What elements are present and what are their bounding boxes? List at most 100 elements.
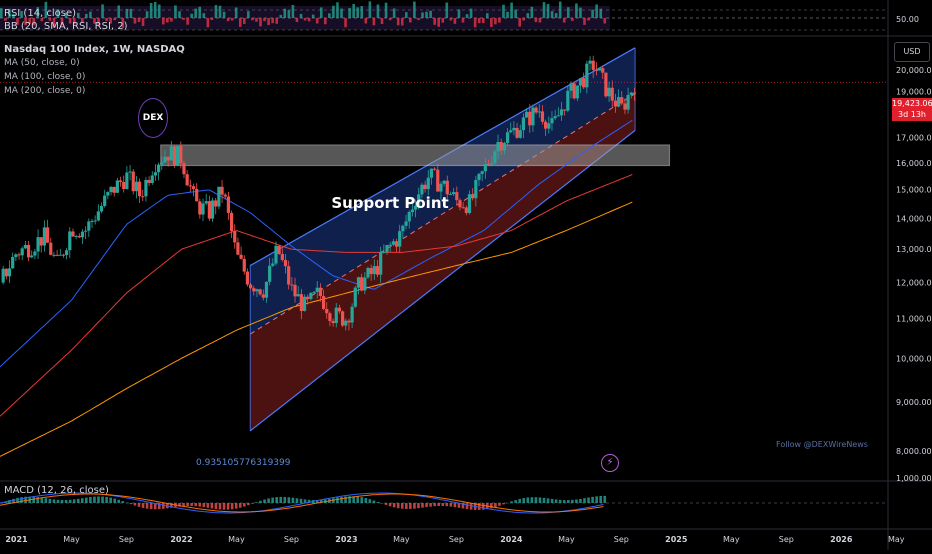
candle-body [563, 109, 567, 111]
candle-body [134, 181, 139, 192]
macd-hist-bar [481, 503, 485, 510]
candle-body [528, 111, 532, 126]
candle-body [49, 242, 53, 255]
candle-body [99, 206, 104, 212]
candle-body [509, 130, 513, 133]
candle-body [233, 231, 237, 243]
y-tick-label: 13,000.00 [896, 245, 932, 254]
macd-hist-bar [546, 498, 550, 503]
macd-hist-bar [303, 499, 307, 503]
candle-body [245, 271, 250, 285]
macd-hist-bar [97, 496, 100, 503]
rsi-bar [567, 7, 570, 18]
rsi-bar [226, 18, 230, 22]
ma50-legend[interactable]: MA (50, close, 0) [4, 58, 80, 68]
rsi-bar [251, 18, 254, 21]
ma200-legend[interactable]: MA (200, close, 0) [4, 86, 86, 96]
rsi-bar [105, 18, 108, 21]
candle-body [20, 248, 24, 256]
candle-body [217, 186, 221, 207]
candle-body [375, 266, 380, 275]
currency-selector[interactable]: USD [894, 42, 930, 62]
candle-body [537, 111, 541, 113]
rsi-legend[interactable]: RSI (14, close) [4, 8, 77, 19]
bb-legend[interactable]: BB (20, SMA, RSI, RSI, 2) [4, 21, 128, 32]
macd-hist-bar [198, 503, 202, 507]
candle-body [620, 97, 624, 104]
candle-body [588, 60, 592, 64]
candle-body [52, 254, 56, 256]
macd-hist-bar [76, 498, 80, 503]
candle-body [172, 146, 177, 166]
x-tick-label: May [63, 535, 80, 544]
macd-hist-bar [595, 496, 598, 503]
candle-body [486, 163, 491, 165]
rsi-bar [230, 18, 234, 21]
rsi-bar [16, 18, 19, 25]
candle-body [521, 117, 526, 131]
candle-body [33, 251, 37, 256]
macd-hist-bar [210, 503, 214, 509]
macd-hist-bar [405, 503, 408, 509]
support-zone [160, 144, 671, 167]
rsi-bar [186, 18, 189, 25]
flash-icon[interactable]: ⚡ [601, 454, 619, 472]
macd-hist-bar [0, 503, 3, 504]
candle-body [410, 209, 414, 213]
candle-body [321, 296, 326, 309]
rsi-bar [222, 11, 226, 18]
candle-body [176, 146, 180, 166]
candle-body [204, 201, 208, 204]
macd-hist-bar [60, 499, 64, 503]
macd-hist-bar [263, 499, 266, 503]
rsi-bar [417, 18, 420, 21]
candle-body [26, 244, 31, 258]
rsi-bar [153, 2, 157, 18]
x-tick-label: 2024 [500, 535, 523, 544]
rsi-bar [344, 18, 347, 28]
y-tick-label: 15,000.00 [896, 186, 932, 195]
rsi-bar [591, 9, 594, 18]
rsi-bar [89, 11, 92, 18]
ma100-legend[interactable]: MA (100, close, 0) [4, 72, 86, 82]
macd-hist-bar [202, 503, 206, 508]
macd-legend[interactable]: MACD (12, 26, close) [4, 485, 109, 496]
macd-hist-bar [526, 497, 530, 503]
rsi-bar [400, 18, 404, 26]
candle-body [436, 169, 440, 192]
rsi-bar [364, 18, 368, 24]
candle-body [280, 253, 284, 261]
macd-hist-bar [396, 503, 400, 509]
candle-body [207, 201, 211, 219]
candle-body [309, 292, 313, 299]
rsi-bar [145, 11, 149, 18]
candle-body [575, 85, 579, 99]
rsi-bar [575, 3, 578, 19]
x-tick-label: Sep [779, 535, 794, 544]
rsi-bar [210, 18, 214, 21]
rsi-bar [445, 2, 449, 19]
macd-hist-bar [121, 501, 125, 503]
macd-hist-bar [425, 503, 428, 508]
rsi-bar [48, 18, 52, 21]
rsi-bar [125, 8, 129, 18]
macd-hist-bar [287, 497, 291, 503]
macd-hist-bar [230, 503, 234, 510]
macd-hist-bar [178, 503, 181, 507]
rsi-bar [546, 3, 550, 18]
macd-hist-bar [299, 498, 303, 503]
rsi-bar [384, 2, 388, 19]
macd-panel: 1,000.00 [0, 474, 932, 514]
candle-body [417, 194, 421, 206]
macd-hist-bar [498, 503, 501, 506]
last-price-value: 19,423.06 [892, 99, 932, 108]
support-zone-box [160, 144, 671, 167]
rsi-bar [133, 18, 137, 24]
rsi-bar [421, 12, 424, 18]
candle-body [163, 156, 167, 163]
macd-hist-bar [129, 503, 133, 505]
rsi-panel: 50.00 [0, 1, 919, 31]
candle-body [448, 194, 453, 196]
